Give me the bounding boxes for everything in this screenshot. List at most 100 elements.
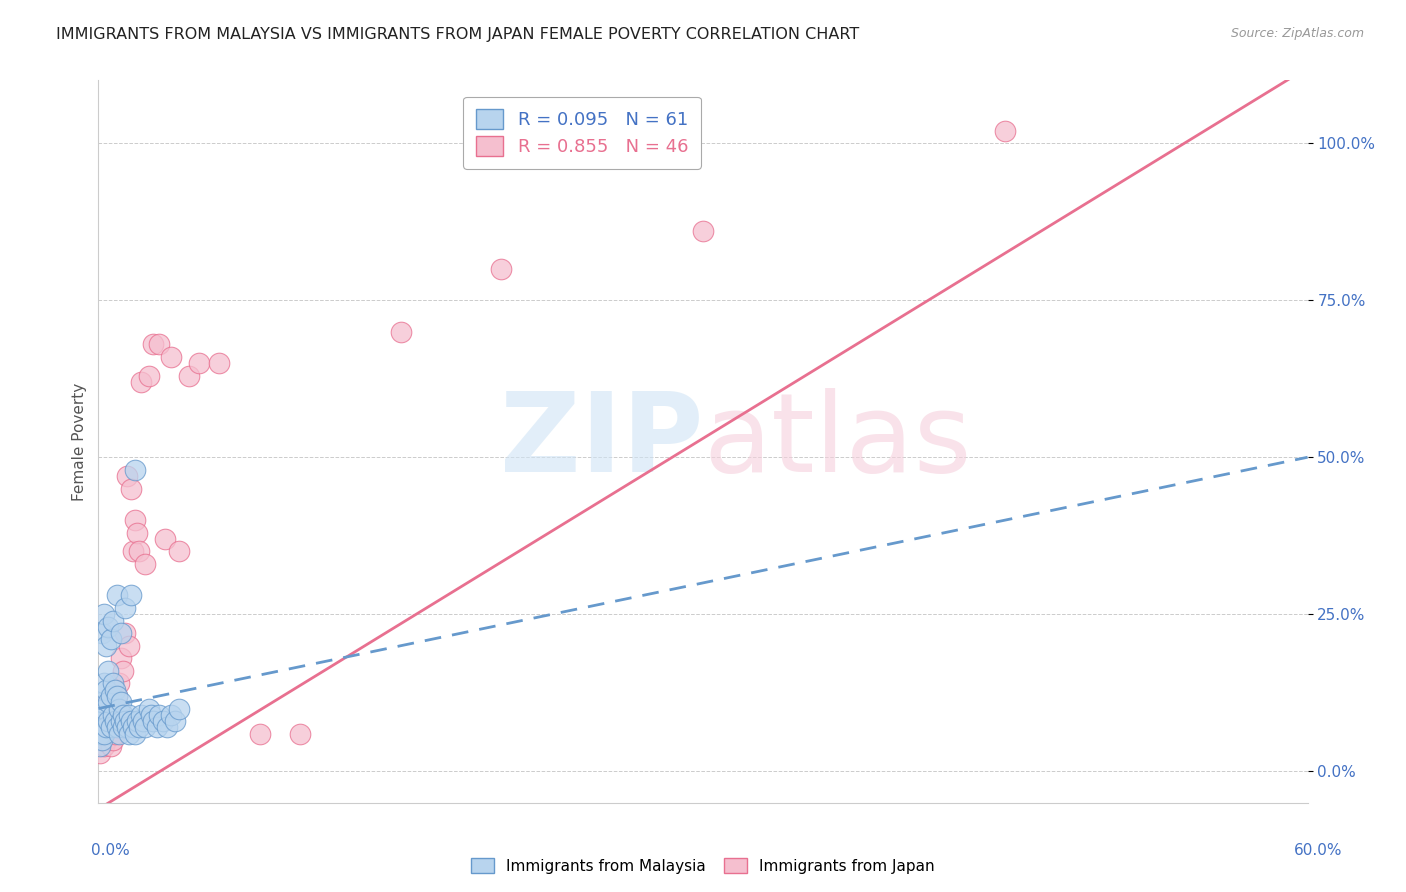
Point [111,664,134,678]
Point [120,589,142,603]
Point [114,714,136,728]
Point [115,469,138,483]
Point [118,727,141,741]
Point [111,707,134,722]
Legend: Immigrants from Malaysia, Immigrants from Japan: Immigrants from Malaysia, Immigrants fro… [465,852,941,880]
Point [97,620,120,634]
Point [114,626,136,640]
Point [114,601,136,615]
Point [115,720,138,734]
Point [148,707,170,722]
Point [97,695,120,709]
Point [134,720,156,734]
Point [96,720,118,734]
Point [97,714,120,728]
Point [91,626,114,640]
Point [91,733,114,747]
Point [491,261,513,276]
Point [110,714,132,728]
Point [128,720,150,734]
Point [101,707,124,722]
Point [107,701,129,715]
Point [124,463,146,477]
Point [105,689,128,703]
Point [100,689,122,703]
Text: IMMIGRANTS FROM MALAYSIA VS IMMIGRANTS FROM JAPAN FEMALE POVERTY CORRELATION CHA: IMMIGRANTS FROM MALAYSIA VS IMMIGRANTS F… [56,27,859,42]
Point [89,727,111,741]
Point [107,676,129,690]
Point [97,664,120,678]
Point [132,714,155,728]
Y-axis label: Female Poverty: Female Poverty [72,383,87,500]
Point [93,739,115,754]
Point [156,720,179,734]
Point [160,350,183,364]
Point [129,707,152,722]
Point [96,639,118,653]
Point [103,682,125,697]
Point [93,676,115,690]
Point [163,714,186,728]
Point [125,714,148,728]
Point [97,727,120,741]
Point [128,544,150,558]
Text: 60.0%: 60.0% [1295,843,1343,858]
Point [89,746,111,760]
Point [93,720,115,734]
Point [389,325,412,339]
Point [96,733,118,747]
Point [100,739,122,754]
Point [110,626,132,640]
Point [153,532,176,546]
Point [118,639,141,653]
Point [100,714,122,728]
Point [101,676,124,690]
Point [124,727,146,741]
Point [105,720,128,734]
Point [110,695,132,709]
Point [179,368,201,383]
Point [134,557,156,571]
Point [101,733,124,747]
Point [103,714,125,728]
Point [188,356,211,370]
Point [97,695,120,709]
Legend: R = 0.095   N = 61, R = 0.855   N = 46: R = 0.095 N = 61, R = 0.855 N = 46 [464,96,700,169]
Point [110,651,132,665]
Text: 0.0%: 0.0% [91,843,131,858]
Point [89,727,111,741]
Point [288,727,311,741]
Text: atlas: atlas [703,388,972,495]
Point [124,513,146,527]
Point [152,714,174,728]
Point [120,714,142,728]
Point [146,720,169,734]
Point [125,525,148,540]
Text: ZIP: ZIP [499,388,703,495]
Point [138,368,160,383]
Point [249,727,271,741]
Point [107,727,129,741]
Point [121,544,143,558]
Point [89,739,111,754]
Point [142,714,165,728]
Point [994,123,1017,137]
Point [93,607,115,622]
Point [107,701,129,715]
Point [89,714,111,728]
Point [121,720,143,734]
Point [160,707,183,722]
Point [118,707,141,722]
Point [91,707,114,722]
Point [138,701,160,715]
Point [167,544,190,558]
Point [142,337,165,351]
Point [111,720,134,734]
Point [105,714,128,728]
Point [139,707,162,722]
Point [101,720,124,734]
Point [167,701,190,715]
Point [105,589,128,603]
Point [692,224,714,238]
Point [91,695,114,709]
